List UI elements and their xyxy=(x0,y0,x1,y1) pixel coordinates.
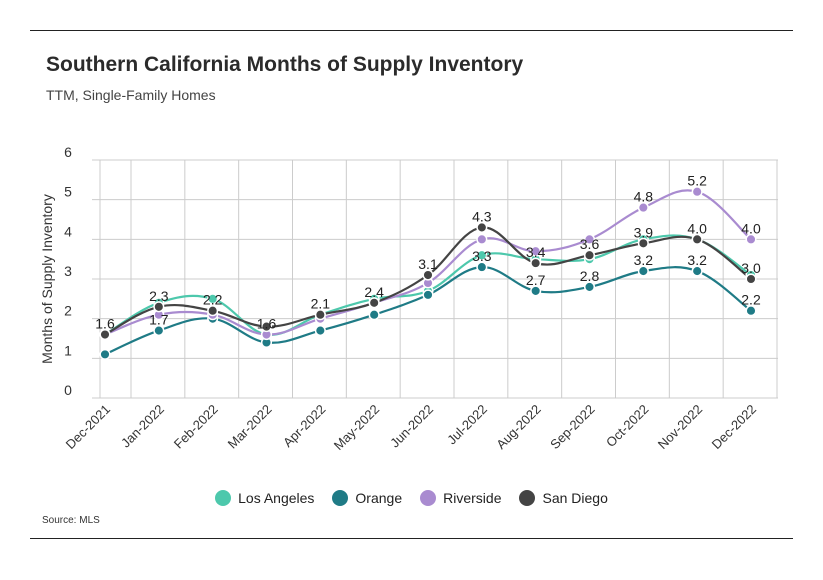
x-tick-label: Nov-2022 xyxy=(655,402,705,452)
chart-title: Southern California Months of Supply Inv… xyxy=(46,53,524,76)
chart-subtitle: TTM, Single-Family Homes xyxy=(46,87,216,103)
y-tick-label: 5 xyxy=(64,184,72,200)
data-point-orange xyxy=(314,325,326,337)
x-tick-label: Jul-2022 xyxy=(444,402,490,448)
data-label: 4.0 xyxy=(687,220,707,236)
data-label: 3.1 xyxy=(418,256,438,272)
legend-item-orange: Orange xyxy=(332,490,402,506)
legend-item-riverside: Riverside xyxy=(420,490,501,506)
legend-label: San Diego xyxy=(542,490,608,506)
data-label: 1.7 xyxy=(149,312,169,328)
legend-label: Riverside xyxy=(443,490,502,506)
x-tick-label: Mar-2022 xyxy=(225,402,275,452)
x-tick-label: Sep-2022 xyxy=(547,402,597,452)
data-label: 3.9 xyxy=(634,224,654,240)
data-point-riverside xyxy=(476,233,488,245)
data-label: 5.2 xyxy=(687,173,707,189)
data-point-riverside xyxy=(637,202,649,214)
data-label: 2.4 xyxy=(364,284,384,300)
data-point-los-angeles xyxy=(476,249,488,261)
data-point-san-diego xyxy=(422,269,434,281)
data-label: 2.3 xyxy=(149,288,169,304)
data-point-riverside xyxy=(691,186,703,198)
y-tick-label: 2 xyxy=(64,303,72,319)
data-label: 4.8 xyxy=(634,189,654,205)
data-label: 3.3 xyxy=(472,248,492,264)
data-point-san-diego xyxy=(476,221,488,233)
legend-item-los-angeles: Los Angeles xyxy=(215,490,314,506)
y-tick-label: 1 xyxy=(64,342,72,358)
data-label: 4.3 xyxy=(472,208,492,224)
y-axis-label: Months of Supply Inventory xyxy=(39,194,55,364)
data-point-orange xyxy=(368,309,380,321)
data-point-riverside xyxy=(745,233,757,245)
data-point-san-diego xyxy=(207,305,219,317)
data-point-san-diego xyxy=(99,328,111,341)
legend-swatch xyxy=(519,490,536,506)
data-label: 1.6 xyxy=(257,316,277,332)
data-label: 4.0 xyxy=(741,220,761,236)
legend-label: Los Angeles xyxy=(238,490,315,506)
legend-swatch xyxy=(332,490,349,506)
x-tick-label: Feb-2022 xyxy=(171,402,221,452)
data-point-orange xyxy=(691,265,703,277)
data-point-los-angeles xyxy=(207,293,219,305)
data-point-san-diego xyxy=(637,237,649,249)
legend-swatch xyxy=(215,490,232,506)
x-tick-label: Oct-2022 xyxy=(603,402,651,450)
data-point-san-diego xyxy=(691,233,703,245)
data-point-riverside xyxy=(583,233,596,245)
data-point-riverside xyxy=(530,245,542,257)
data-point-san-diego xyxy=(745,273,757,285)
y-tick-label: 4 xyxy=(64,223,72,239)
data-point-san-diego xyxy=(530,257,542,269)
data-label: 3.4 xyxy=(526,244,546,260)
data-point-san-diego xyxy=(260,321,273,333)
y-tick-label: 0 xyxy=(64,382,72,398)
legend-item-san-diego: San Diego xyxy=(519,490,608,506)
legend-swatch xyxy=(420,490,437,506)
data-point-orange xyxy=(530,285,542,297)
data-label: 1.6 xyxy=(95,316,115,332)
data-point-orange xyxy=(422,289,434,301)
data-label: 3.2 xyxy=(687,252,707,268)
data-point-orange xyxy=(99,348,111,360)
data-label: 2.8 xyxy=(580,268,600,284)
data-point-orange xyxy=(153,325,165,337)
data-point-orange xyxy=(583,281,596,293)
data-point-san-diego xyxy=(314,309,326,321)
x-tick-label: Jan-2022 xyxy=(118,402,167,451)
data-point-orange xyxy=(745,305,757,317)
data-point-san-diego xyxy=(583,249,596,261)
data-point-orange xyxy=(476,261,488,273)
data-point-orange xyxy=(637,265,649,277)
chart-legend: Los Angeles Orange Riverside San Diego xyxy=(0,490,823,506)
data-label: 2.2 xyxy=(741,292,761,308)
source-note: Source: MLS xyxy=(42,515,100,526)
y-tick-label: 3 xyxy=(64,263,72,279)
x-tick-label: Aug-2022 xyxy=(493,402,543,452)
data-point-san-diego xyxy=(153,301,165,313)
x-tick-label: Dec-2021 xyxy=(63,402,113,452)
x-tick-label: Jun-2022 xyxy=(387,402,436,451)
data-label: 2.2 xyxy=(203,292,223,308)
data-label: 3.6 xyxy=(580,236,600,252)
bottom-rule xyxy=(30,538,793,539)
y-tick-label: 6 xyxy=(64,144,72,160)
x-tick-label: May-2022 xyxy=(331,402,382,453)
x-tick-label: Apr-2022 xyxy=(280,402,328,450)
data-label: 2.7 xyxy=(526,272,546,288)
top-rule xyxy=(30,30,793,31)
x-tick-label: Dec-2022 xyxy=(709,402,759,452)
legend-label: Orange xyxy=(355,490,403,506)
data-point-san-diego xyxy=(368,297,380,309)
data-label: 3.0 xyxy=(741,260,761,276)
data-label: 2.1 xyxy=(311,296,331,312)
data-label: 3.2 xyxy=(634,252,654,268)
